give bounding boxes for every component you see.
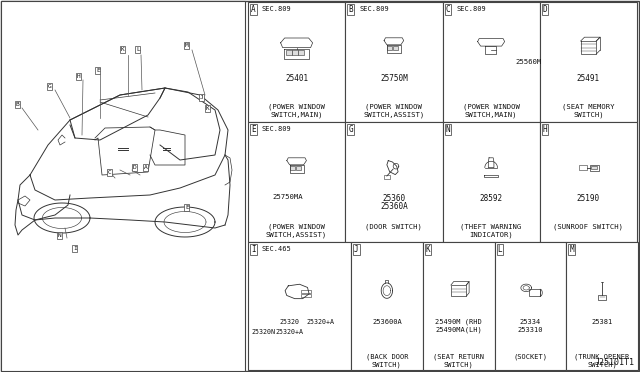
Text: 25381: 25381 (591, 319, 612, 325)
Text: K: K (426, 245, 430, 254)
Text: 25360A: 25360A (380, 202, 408, 211)
Text: N: N (58, 233, 61, 238)
Bar (590, 164, 599, 171)
Bar (495, 242, 566, 370)
Text: 25320+A: 25320+A (306, 319, 334, 325)
Text: 25560M: 25560M (515, 59, 541, 65)
Bar (566, 242, 638, 370)
Bar (292, 50, 298, 55)
Text: 25401: 25401 (285, 74, 308, 83)
Text: (TRUNK OPENER
SWITCH): (TRUNK OPENER SWITCH) (575, 354, 630, 369)
Text: (POWER WINDOW
SWITCH,MAIN): (POWER WINDOW SWITCH,MAIN) (463, 104, 520, 119)
Text: B: B (16, 102, 20, 107)
Text: J: J (354, 245, 358, 254)
Text: I: I (73, 246, 77, 251)
Text: J25101T1: J25101T1 (595, 358, 635, 367)
Bar (301, 290, 310, 293)
Text: SEC.809: SEC.809 (262, 6, 292, 12)
Bar (285, 50, 292, 55)
Bar (301, 294, 310, 297)
Bar (451, 285, 467, 296)
Text: (POWER WINDOW
SWITCH,ASSIST): (POWER WINDOW SWITCH,ASSIST) (266, 224, 327, 238)
Text: N: N (445, 125, 450, 134)
Text: 25750M: 25750M (380, 74, 408, 83)
Text: A: A (144, 165, 148, 170)
Text: (POWER WINDOW
SWITCH,MAIN): (POWER WINDOW SWITCH,MAIN) (268, 104, 325, 119)
Bar (248, 242, 351, 370)
Text: K: K (206, 106, 210, 111)
Bar (345, 122, 442, 242)
Bar (423, 242, 495, 370)
Bar (598, 295, 606, 300)
Bar (579, 165, 587, 170)
Text: SEC.809: SEC.809 (262, 126, 292, 132)
Text: G: G (48, 84, 52, 89)
Text: (DOOR SWITCH): (DOOR SWITCH) (365, 224, 422, 231)
Text: 25490MA(LH): 25490MA(LH) (435, 327, 482, 333)
Text: (SEAT MEMORY
SWITCH): (SEAT MEMORY SWITCH) (562, 104, 614, 119)
Text: D: D (133, 165, 137, 170)
Text: (THEFT WARNING
INDICATOR): (THEFT WARNING INDICATOR) (461, 224, 522, 238)
Text: (SOCKET): (SOCKET) (513, 354, 547, 360)
Text: M: M (185, 43, 189, 48)
Bar (384, 175, 390, 179)
Text: 25334: 25334 (520, 319, 541, 325)
Text: E: E (96, 68, 100, 73)
Bar (345, 2, 442, 122)
Text: D: D (543, 5, 547, 14)
Text: 25320N: 25320N (252, 329, 275, 335)
Text: 253310: 253310 (518, 327, 543, 333)
Bar (591, 166, 597, 169)
Text: (BACK DOOR
SWITCH): (BACK DOOR SWITCH) (365, 354, 408, 369)
Text: E: E (251, 125, 255, 134)
Bar (442, 122, 540, 242)
Text: C: C (445, 5, 450, 14)
Text: 25360: 25360 (382, 194, 405, 203)
Text: (SUNROOF SWITCH): (SUNROOF SWITCH) (554, 224, 623, 231)
Bar (387, 45, 392, 49)
Text: 25750MA: 25750MA (272, 194, 303, 200)
Bar (298, 50, 305, 55)
Text: 25320+A: 25320+A (275, 329, 303, 335)
Text: I: I (251, 245, 255, 254)
Text: (POWER WINDOW
SWITCH,ASSIST): (POWER WINDOW SWITCH,ASSIST) (364, 104, 424, 119)
Bar (540, 122, 637, 242)
Text: E: E (185, 205, 189, 210)
Text: G: G (348, 125, 353, 134)
Text: H: H (77, 74, 81, 79)
Text: J: J (200, 95, 204, 100)
Bar (442, 2, 540, 122)
Bar (296, 166, 301, 170)
Bar (1, 1, 245, 371)
Text: C: C (108, 170, 112, 175)
Bar (290, 166, 295, 170)
Text: SEC.809: SEC.809 (456, 6, 486, 12)
Text: SEC.809: SEC.809 (359, 6, 389, 12)
Text: A: A (251, 5, 255, 14)
Bar (540, 2, 637, 122)
Text: B: B (348, 5, 353, 14)
Text: (SEAT RETURN
SWITCH): (SEAT RETURN SWITCH) (433, 354, 484, 369)
Text: H: H (543, 125, 547, 134)
Text: 25320: 25320 (279, 319, 300, 325)
Bar (393, 45, 398, 49)
Text: 28592: 28592 (479, 194, 502, 203)
Text: 25491: 25491 (577, 74, 600, 83)
Bar (248, 2, 345, 122)
Bar (351, 242, 423, 370)
Text: 253600A: 253600A (372, 319, 402, 325)
Text: L: L (497, 245, 502, 254)
Text: 25190: 25190 (577, 194, 600, 203)
Text: 25490M (RHD: 25490M (RHD (435, 319, 482, 325)
Bar (248, 122, 345, 242)
Text: SEC.465: SEC.465 (262, 246, 292, 252)
Text: M: M (569, 245, 574, 254)
Text: K: K (121, 47, 125, 52)
Bar (529, 289, 540, 296)
Text: L: L (136, 47, 140, 52)
